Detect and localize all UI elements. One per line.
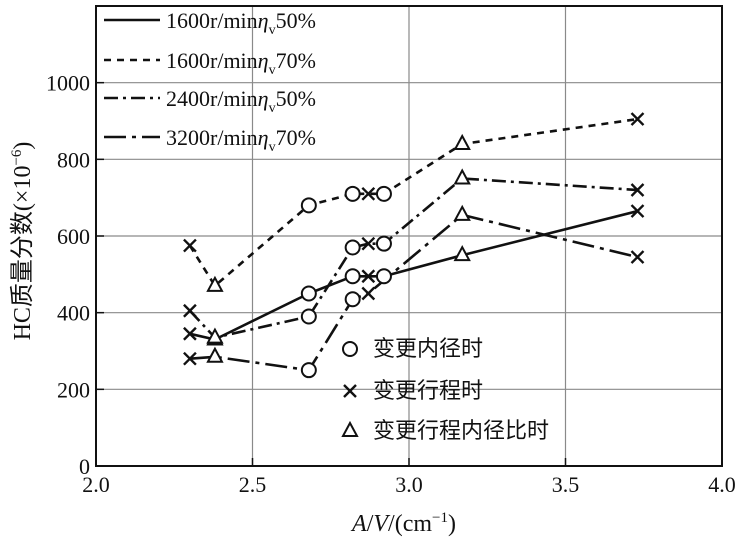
point-s4-triangle <box>206 346 224 363</box>
point-s3-cross <box>361 236 376 251</box>
marker-legend-label: 变更行程内径比时 <box>373 419 549 444</box>
x-tick-label: 3.5 <box>552 472 580 497</box>
point-s1-cross <box>630 204 645 218</box>
point-s4-triangle <box>453 204 471 221</box>
point-s2-cross <box>630 112 645 126</box>
x-tick-label: 3.0 <box>395 472 423 497</box>
point-s2-circle <box>300 197 317 214</box>
legend-circle-marker <box>342 341 358 357</box>
marker-legend-label: 变更行程时 <box>373 379 483 404</box>
y-tick-label: 1000 <box>46 71 90 96</box>
legend-entry-label: 1600r/minηv50% <box>166 8 316 38</box>
grid-lines <box>96 6 722 466</box>
point-s4-cross <box>361 286 376 301</box>
point-s3-circle <box>300 308 317 325</box>
point-s2-circle <box>344 185 361 202</box>
y-tick-label: 600 <box>57 224 90 249</box>
x-axis-title: A/V/(cm−1) <box>350 510 456 537</box>
point-s4-cross <box>183 351 197 366</box>
y-tick-label: 0 <box>79 454 90 479</box>
series-line-3 <box>188 177 638 339</box>
y-tick-label: 800 <box>57 147 90 172</box>
series-line-1 <box>189 209 638 341</box>
marker-legend-label: 变更内径时 <box>373 337 483 362</box>
legend-entry-label: 2400r/minηv50% <box>166 86 316 116</box>
point-s3-circle <box>375 235 392 252</box>
axis-ticks: 2.0 2.5 3.0 3.5 4.0 0 200 400 600 800 1000 <box>46 71 736 497</box>
point-s2-triangle <box>206 275 224 292</box>
point-s1-cross <box>361 269 376 284</box>
series-lines <box>188 117 638 372</box>
point-s3-circle <box>344 239 361 256</box>
point-s2-cross <box>183 238 197 253</box>
point-s1-triangle <box>453 245 471 262</box>
legend-entry-label: 3200r/minηv70% <box>166 125 316 155</box>
point-s3-cross <box>183 303 197 318</box>
point-s2-triangle <box>453 133 471 150</box>
point-s1-circle <box>344 268 361 285</box>
x-tick-label: 2.5 <box>239 472 267 497</box>
point-s3-triangle <box>453 168 471 185</box>
point-s1-circle <box>375 268 392 285</box>
point-s3-cross <box>630 183 645 197</box>
point-s1-cross <box>183 326 197 341</box>
y-axis-title: HC质量分数(×10−6) <box>9 142 36 341</box>
point-s4-cross <box>630 250 645 264</box>
x-tick-label: 2.0 <box>82 472 110 497</box>
point-s3-triangle <box>206 327 224 344</box>
point-s1-circle <box>300 285 317 302</box>
point-s2-cross <box>361 186 376 201</box>
x-tick-label: 4.0 <box>708 472 736 497</box>
point-s4-circle <box>300 362 317 379</box>
point-s2-circle <box>375 185 392 202</box>
point-s4-circle <box>344 291 361 308</box>
data-point-markers <box>183 112 645 379</box>
legend-triangle-marker <box>341 420 359 437</box>
line-style-legend: 1600r/minηv50% 1600r/minηv70% 2400r/minηv5… <box>104 8 316 155</box>
y-tick-label: 200 <box>57 377 90 402</box>
legend-cross-marker <box>343 384 357 398</box>
legend-entry-label: 1600r/minηv70% <box>166 48 316 78</box>
y-tick-label: 400 <box>57 301 90 326</box>
